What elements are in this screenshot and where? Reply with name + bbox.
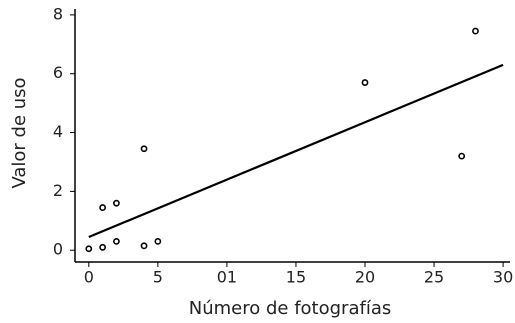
point [154,238,162,245]
y-tick-label: 8 [53,4,63,23]
y-tick-label: 0 [53,240,63,259]
x-tick-label: 15 [286,268,306,287]
fit-line [88,63,504,239]
x-tick-label: 25 [424,268,444,287]
x-tick-label: 01 [217,268,237,287]
x-tick-label: 5 [153,268,163,287]
x-tick-label: 20 [355,268,375,287]
y-tick-label: 4 [53,122,63,141]
point [361,79,369,86]
x-tick-label: 30 [493,268,513,287]
point [113,199,120,207]
y-tick-label: 2 [53,181,63,200]
point [99,243,107,251]
point [140,242,148,250]
point [85,245,93,253]
point [113,238,120,245]
point [458,152,466,160]
y-axis-label: Valor de uso [9,77,30,188]
x-axis-label: Número de fotografías [189,298,391,319]
point [472,27,479,35]
point [99,204,107,211]
point [140,145,148,153]
y-tick-label: 6 [53,63,63,82]
x-tick-label: 0 [84,268,94,287]
